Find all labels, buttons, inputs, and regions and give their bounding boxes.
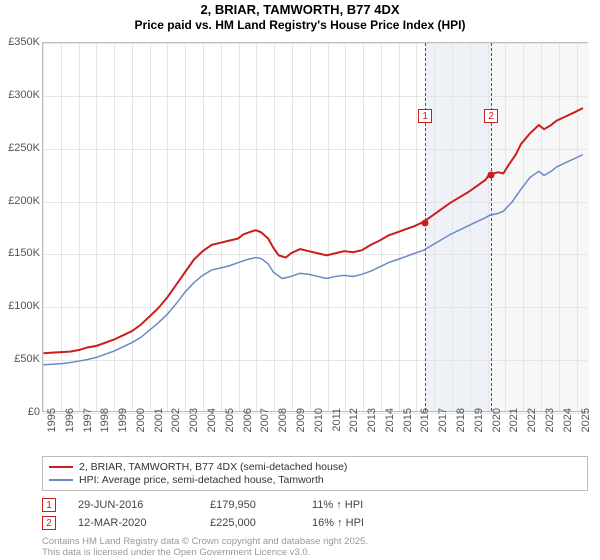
chart-title-line1: 2, BRIAR, TAMWORTH, B77 4DX	[0, 2, 600, 17]
x-tick-label: 2010	[313, 408, 325, 448]
x-tick-label: 1999	[117, 408, 129, 448]
y-tick-label: £200K	[8, 195, 40, 207]
footnote-line1: Contains HM Land Registry data © Crown c…	[42, 536, 588, 547]
x-tick-label: 1995	[46, 408, 58, 448]
chart-plot-area: 12	[42, 42, 588, 412]
x-tick-label: 1996	[64, 408, 76, 448]
transaction-marker: 2	[42, 516, 56, 530]
x-tick-label: 2005	[224, 408, 236, 448]
legend-label: 2, BRIAR, TAMWORTH, B77 4DX (semi-detach…	[79, 461, 347, 473]
x-tick-label: 2020	[491, 408, 503, 448]
x-tick-label: 2003	[188, 408, 200, 448]
chart-callout: 1	[418, 109, 432, 123]
y-tick-label: £50K	[14, 353, 40, 365]
transaction-date: 12-MAR-2020	[78, 517, 188, 529]
x-tick-label: 2018	[455, 408, 467, 448]
x-tick-label: 2024	[562, 408, 574, 448]
footnote: Contains HM Land Registry data © Crown c…	[42, 536, 588, 559]
x-tick-label: 1997	[82, 408, 94, 448]
transaction-row: 1 29-JUN-2016 £179,950 11% ↑ HPI	[42, 496, 588, 514]
transaction-price: £225,000	[210, 517, 290, 529]
x-tick-label: 2019	[473, 408, 485, 448]
transactions-table: 1 29-JUN-2016 £179,950 11% ↑ HPI 2 12-MA…	[42, 496, 588, 532]
x-tick-label: 2025	[580, 408, 592, 448]
transaction-price: £179,950	[210, 499, 290, 511]
series-line-hpi	[43, 154, 582, 364]
x-tick-label: 2008	[277, 408, 289, 448]
y-tick-label: £250K	[8, 142, 40, 154]
x-tick-label: 2023	[544, 408, 556, 448]
chart-marker	[488, 172, 495, 179]
footnote-line2: This data is licensed under the Open Gov…	[42, 547, 588, 558]
legend-swatch	[49, 479, 73, 481]
legend-row: 2, BRIAR, TAMWORTH, B77 4DX (semi-detach…	[49, 461, 581, 473]
chart-title-line2: Price paid vs. HM Land Registry's House …	[0, 18, 600, 32]
y-tick-label: £150K	[8, 247, 40, 259]
x-tick-label: 2014	[384, 408, 396, 448]
x-tick-label: 2022	[526, 408, 538, 448]
x-tick-label: 2013	[366, 408, 378, 448]
y-tick-label: £0	[28, 406, 40, 418]
x-tick-label: 2009	[295, 408, 307, 448]
x-tick-label: 2021	[508, 408, 520, 448]
x-tick-label: 2016	[419, 408, 431, 448]
legend-label: HPI: Average price, semi-detached house,…	[79, 474, 324, 486]
x-tick-label: 2012	[348, 408, 360, 448]
x-tick-label: 2006	[242, 408, 254, 448]
transaction-hpi: 11% ↑ HPI	[312, 499, 412, 511]
chart-callout: 2	[484, 109, 498, 123]
x-tick-label: 2000	[135, 408, 147, 448]
legend-row: HPI: Average price, semi-detached house,…	[49, 474, 581, 486]
x-tick-label: 1998	[99, 408, 111, 448]
chart-lines-svg	[43, 43, 587, 411]
y-tick-label: £350K	[8, 36, 40, 48]
x-tick-label: 2007	[259, 408, 271, 448]
series-line-price_paid	[43, 108, 582, 353]
legend-swatch	[49, 466, 73, 468]
x-tick-label: 2004	[206, 408, 218, 448]
chart-legend: 2, BRIAR, TAMWORTH, B77 4DX (semi-detach…	[42, 456, 588, 491]
y-tick-label: £100K	[8, 300, 40, 312]
x-tick-label: 2015	[402, 408, 414, 448]
transaction-hpi: 16% ↑ HPI	[312, 517, 412, 529]
x-tick-label: 2011	[331, 408, 343, 448]
y-tick-label: £300K	[8, 89, 40, 101]
chart-marker	[422, 219, 429, 226]
transaction-date: 29-JUN-2016	[78, 499, 188, 511]
x-tick-label: 2001	[153, 408, 165, 448]
transaction-marker: 1	[42, 498, 56, 512]
x-tick-label: 2002	[170, 408, 182, 448]
transaction-row: 2 12-MAR-2020 £225,000 16% ↑ HPI	[42, 514, 588, 532]
x-tick-label: 2017	[437, 408, 449, 448]
